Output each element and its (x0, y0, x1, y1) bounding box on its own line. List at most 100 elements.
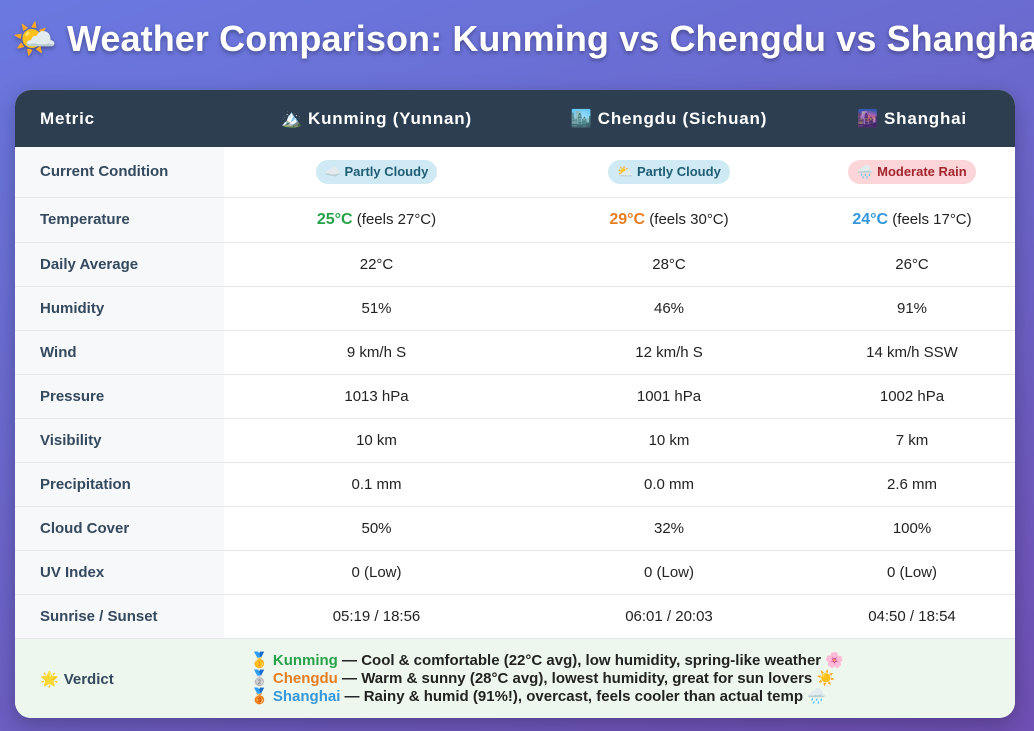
header-chengdu: 🏙️ Chengdu (Sichuan) (529, 90, 809, 147)
feels-like: (feels 30°C) (649, 210, 729, 228)
table-row-condition: Current Condition ☁️ Partly Cloudy ⛅ Par… (15, 147, 1015, 198)
verdict-city: Shanghai (272, 687, 341, 705)
table-cell: 06:01 / 20:03 (529, 594, 809, 639)
table-cell: 12 km/h S (529, 330, 809, 375)
row-label: Cloud Cover (15, 506, 224, 551)
city-icon: 🏙️ (570, 108, 593, 128)
table-cell: 100% (809, 506, 1015, 551)
table-cell: 46% (529, 286, 809, 331)
table-cell: 0.1 mm (224, 462, 529, 507)
page-title-text: Weather Comparison: Kunming vs Chengdu v… (66, 18, 1034, 59)
row-label: Pressure (15, 374, 224, 419)
verdict-text: — Warm & sunny (28°C avg), lowest humidi… (337, 669, 836, 687)
row-label: Sunrise / Sunset (15, 594, 224, 639)
table-cell: 51% (224, 286, 529, 331)
partly-sunny-icon: ⛅ (617, 163, 634, 179)
bronze-medal-icon: 🥉 (250, 687, 269, 705)
table-row: Humidity 51% 46% 91% (15, 286, 1015, 331)
condition-badge: 🌧️ Moderate Rain (848, 159, 976, 184)
header-metric: Metric (40, 108, 95, 128)
table-row: Pressure 1013 hPa 1001 hPa 1002 hPa (15, 374, 1015, 419)
feels-like: (feels 27°C) (356, 210, 437, 228)
table-cell: 50% (224, 506, 529, 551)
table-cell: 7 km (809, 418, 1015, 463)
row-label: Humidity (15, 286, 224, 331)
verdict-city: Kunming (272, 651, 338, 669)
table-row: Precipitation 0.1 mm 0.0 mm 2.6 mm (15, 462, 1015, 507)
cloud-icon: ☁️ (324, 163, 341, 179)
table-cell: 0 (Low) (224, 550, 529, 595)
table-row: Sunrise / Sunset 05:19 / 18:56 06:01 / 20:… (15, 594, 1015, 639)
row-label: Daily Average (15, 242, 224, 287)
table-cell: 91% (809, 286, 1015, 331)
mountain-icon: 🏔️ (281, 108, 304, 128)
table-row: Visibility 10 km 10 km 7 km (15, 418, 1015, 463)
sun-icon: 🌟 (40, 670, 59, 688)
temperature-value: 29°C (609, 210, 646, 228)
temperature-chengdu-cell: 29°C (feels 30°C) (529, 197, 809, 243)
table-cell: 0.0 mm (529, 462, 809, 507)
table-cell: 26°C (809, 242, 1015, 287)
table-cell: 28°C (529, 242, 809, 287)
rain-cloud-icon: 🌧️ (857, 163, 874, 179)
page-title: 🌤️ Weather Comparison: Kunming vs Chengdu… (12, 18, 1034, 60)
comparison-card: Metric 🏔️ Kunming (Yunnan) 🏙️ Chengdu (Sic… (15, 90, 1015, 718)
condition-chengdu-cell: ⛅ Partly Cloudy (529, 147, 809, 198)
table-cell: 1013 hPa (224, 374, 529, 419)
condition-badge: ⛅ Partly Cloudy (608, 159, 730, 184)
verdict-lines: 🥇 Kunming — Cool & comfortable (22°C avg… (224, 638, 1015, 718)
table-cell: 22°C (224, 242, 529, 287)
table-cell: 10 km (224, 418, 529, 463)
table-cell: 10 km (529, 418, 809, 463)
header-shanghai-label: Shanghai (884, 108, 967, 128)
temperature-value: 24°C (852, 210, 889, 228)
silver-medal-icon: 🥈 (250, 669, 269, 687)
verdict-label: 🌟 Verdict (15, 638, 224, 718)
sun-behind-cloud-icon: 🌤️ (12, 18, 57, 59)
condition-shanghai-cell: 🌧️ Moderate Rain (809, 147, 1015, 198)
comparison-table: Metric 🏔️ Kunming (Yunnan) 🏙️ Chengdu (Sic… (15, 90, 1015, 718)
verdict-line: 🥉 Shanghai — Rainy & humid (91%!), overc… (250, 688, 1015, 706)
row-label: Temperature (15, 197, 224, 243)
condition-kunming-cell: ☁️ Partly Cloudy (224, 147, 529, 198)
table-cell: 0 (Low) (809, 550, 1015, 595)
table-cell: 1002 hPa (809, 374, 1015, 419)
condition-text: Partly Cloudy (637, 163, 721, 179)
row-label: Precipitation (15, 462, 224, 507)
verdict-label-text: Verdict (63, 670, 114, 688)
header-kunming-label: Kunming (Yunnan) (308, 108, 472, 128)
temperature-value: 25°C (316, 210, 353, 228)
table-row: Cloud Cover 50% 32% 100% (15, 506, 1015, 551)
feels-like: (feels 17°C) (892, 210, 972, 228)
verdict-row: 🌟 Verdict 🥇 Kunming — Cool & comfortable … (15, 638, 1015, 718)
header-kunming: 🏔️ Kunming (Yunnan) (224, 90, 529, 147)
row-label: Current Condition (15, 147, 224, 198)
header-chengdu-label: Chengdu (Sichuan) (597, 108, 768, 128)
table-cell: 9 km/h S (224, 330, 529, 375)
condition-badge: ☁️ Partly Cloudy (315, 159, 438, 184)
gold-medal-icon: 🥇 (250, 651, 269, 669)
temperature-kunming-cell: 25°C (feels 27°C) (224, 197, 529, 243)
verdict-text: — Cool & comfortable (22°C avg), low hum… (337, 651, 844, 669)
table-cell: 0 (Low) (529, 550, 809, 595)
table-cell: 2.6 mm (809, 462, 1015, 507)
table-cell: 1001 hPa (529, 374, 809, 419)
table-cell: 14 km/h SSW (809, 330, 1015, 375)
table-cell: 04:50 / 18:54 (809, 594, 1015, 639)
table-cell: 32% (529, 506, 809, 551)
verdict-text: — Rainy & humid (91%!), overcast, feels … (340, 687, 826, 705)
verdict-line: 🥇 Kunming — Cool & comfortable (22°C avg… (250, 652, 1015, 670)
table-row: Daily Average 22°C 28°C 26°C (15, 242, 1015, 287)
verdict-line: 🥈 Chengdu — Warm & sunny (28°C avg), low… (250, 670, 1015, 688)
night-city-icon: 🌆 (857, 108, 880, 128)
table-row-temperature: Temperature 25°C (feels 27°C) 29°C (feel… (15, 197, 1015, 243)
temperature-shanghai-cell: 24°C (feels 17°C) (809, 197, 1015, 243)
table-cell: 05:19 / 18:56 (224, 594, 529, 639)
verdict-city: Chengdu (272, 669, 338, 687)
table-row: UV Index 0 (Low) 0 (Low) 0 (Low) (15, 550, 1015, 595)
row-label: Wind (15, 330, 224, 375)
condition-text: Partly Cloudy (344, 163, 429, 179)
table-header-row: Metric 🏔️ Kunming (Yunnan) 🏙️ Chengdu (Sic… (15, 90, 1015, 147)
row-label: Visibility (15, 418, 224, 463)
condition-text: Moderate Rain (877, 163, 967, 179)
